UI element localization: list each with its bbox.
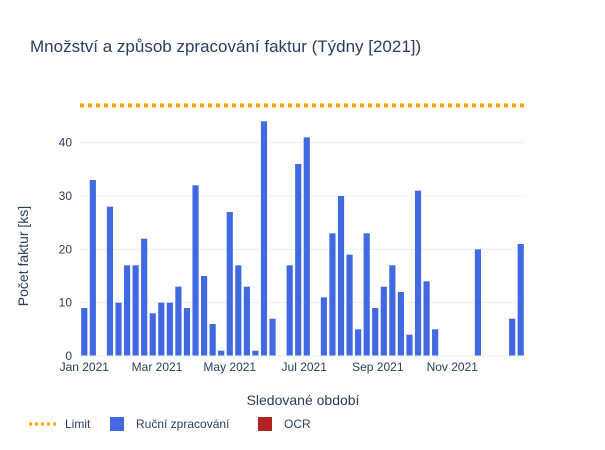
bar [260, 121, 268, 356]
x-tick-label: Nov 2021 [427, 360, 479, 374]
chart-title: Množství a způsob zpracování faktur (Týd… [30, 37, 421, 56]
bar [149, 313, 156, 356]
bar [380, 286, 387, 356]
bar [397, 292, 404, 356]
x-tick-label: Jul 2021 [282, 360, 328, 374]
bar [329, 233, 336, 356]
legend-item-limit[interactable]: Limit [29, 417, 91, 431]
bar [201, 276, 208, 356]
legend-manual-swatch [110, 417, 124, 431]
bar [243, 286, 250, 356]
bar [269, 318, 276, 356]
legend-ocr-label: OCR [284, 417, 311, 431]
x-tick-label: Jan 2021 [60, 360, 110, 374]
bar [303, 137, 310, 356]
bar [218, 350, 225, 356]
bar [123, 265, 131, 356]
bar [517, 244, 524, 356]
bar [337, 196, 345, 356]
bar [158, 302, 165, 356]
legend-manual-label: Ruční zpracování [136, 417, 230, 431]
bar [372, 308, 379, 356]
bar [474, 249, 482, 356]
bar [141, 238, 148, 356]
legend-item-manual[interactable]: Ruční zpracování [110, 417, 230, 431]
bar [252, 350, 259, 356]
bar [209, 324, 216, 356]
legend: Limit Ruční zpracování OCR [29, 417, 311, 431]
y-tick-label: 0 [65, 349, 72, 363]
bar [509, 318, 516, 356]
bar [346, 254, 353, 356]
y-gridlines [80, 142, 525, 304]
bar [166, 302, 173, 356]
y-axis-ticks: 0 10 20 30 40 [59, 136, 73, 363]
bar [81, 308, 88, 356]
y-tick-label: 20 [59, 242, 73, 256]
bars-manual-processing [80, 121, 525, 357]
bar [363, 233, 370, 356]
bar [106, 206, 114, 356]
bar [406, 334, 413, 356]
bar [423, 281, 430, 356]
bar [132, 265, 139, 356]
bar [235, 265, 242, 356]
legend-limit-label: Limit [65, 417, 91, 431]
y-tick-label: 30 [59, 189, 73, 203]
bar [286, 265, 293, 356]
x-axis-title: Sledované období [247, 392, 360, 408]
bar [192, 185, 199, 356]
x-tick-label: Sep 2021 [352, 360, 404, 374]
bar [175, 286, 182, 356]
bar [432, 329, 439, 356]
bar [320, 297, 327, 356]
bar [355, 329, 362, 356]
y-tick-label: 10 [59, 296, 73, 310]
bar [89, 180, 96, 356]
y-axis-title: Počet faktur [ks] [15, 206, 31, 306]
legend-ocr-swatch [258, 417, 272, 431]
y-tick-label: 40 [59, 136, 73, 150]
bar [115, 302, 122, 356]
bar [389, 265, 396, 356]
x-axis-ticks: Jan 2021 Mar 2021 May 2021 Jul 2021 Sep 2021… [60, 360, 479, 374]
x-tick-label: Mar 2021 [132, 360, 183, 374]
bar [414, 190, 422, 356]
legend-item-ocr[interactable]: OCR [258, 417, 311, 431]
x-tick-label: May 2021 [203, 360, 256, 374]
bar [295, 164, 302, 356]
bar [226, 212, 233, 356]
bar [183, 308, 191, 356]
